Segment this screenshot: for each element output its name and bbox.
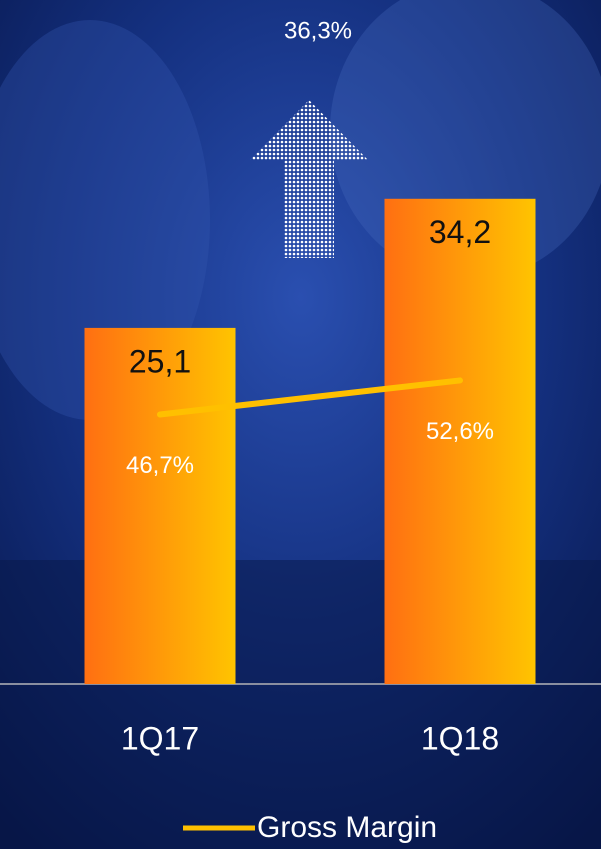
growth-arrow bbox=[250, 100, 368, 258]
x-tick-label: 1Q18 bbox=[421, 720, 499, 756]
x-tick-label: 1Q17 bbox=[121, 720, 199, 756]
background-shape bbox=[0, 20, 210, 420]
legend-label: Gross Margin bbox=[257, 811, 437, 844]
margin-line bbox=[157, 377, 463, 418]
bar bbox=[384, 198, 536, 684]
bar-value-label: 34,2 bbox=[429, 214, 491, 250]
growth-annotation: 36,3% bbox=[284, 17, 352, 44]
margin-value-label: 52,6% bbox=[426, 418, 494, 445]
bar-value-label: 25,1 bbox=[129, 343, 191, 379]
margin-value-label: 46,7% bbox=[126, 452, 194, 479]
bar bbox=[84, 327, 236, 684]
